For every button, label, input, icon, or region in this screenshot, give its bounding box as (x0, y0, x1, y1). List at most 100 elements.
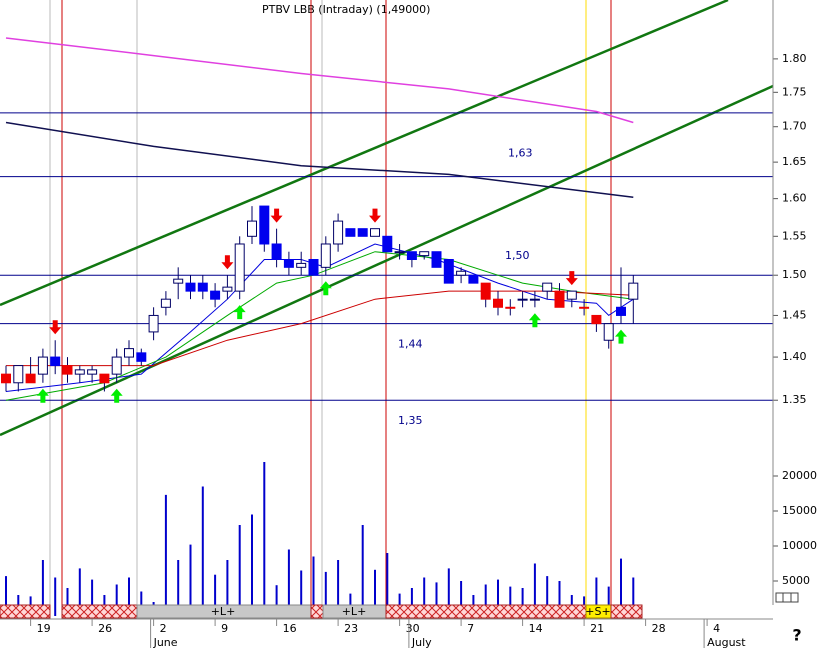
y-tick-label: 1.55 (782, 229, 807, 242)
y-tick-label: 1.50 (782, 268, 807, 281)
candle-body (591, 314, 602, 325)
candle-body (505, 306, 516, 309)
sell-arrow (369, 208, 381, 223)
x-tick-label: 28 (652, 622, 666, 635)
band-label: +L+ (211, 605, 236, 618)
candle-body (271, 243, 282, 260)
candle-body (283, 258, 294, 268)
candle-body (345, 228, 356, 237)
moving-average (5, 37, 634, 124)
help[interactable]: ? (792, 626, 801, 645)
candle-body (357, 228, 368, 237)
signal-band: +L+ +L+ +S+ (0, 604, 643, 619)
x-tick-label: 14 (529, 622, 543, 635)
buy-arrow (36, 388, 49, 403)
candle-body (87, 369, 98, 375)
candle-body (1, 373, 11, 384)
x-tick-label: 2 (160, 622, 167, 635)
month-label: July (411, 636, 432, 648)
candle-body (542, 282, 553, 292)
month-label: August (707, 636, 746, 648)
y-tick-label: 1.65 (782, 155, 807, 168)
x-tick-label: 30 (406, 622, 420, 635)
band-label: +S+ (585, 605, 610, 618)
candle-body (136, 352, 147, 362)
candle-body (628, 282, 639, 300)
x-tick-label: 4 (713, 622, 720, 635)
candle-body (320, 243, 331, 268)
candle-body (111, 356, 122, 375)
band-label: +L+ (342, 605, 367, 618)
candle-body (406, 251, 417, 260)
candle-body (234, 243, 245, 292)
candle-body (124, 348, 134, 358)
x-tick-label: 16 (283, 622, 297, 635)
month-label: June (153, 636, 178, 648)
candle-body (579, 306, 590, 309)
buy-arrow (319, 281, 332, 296)
y-tick-label: 1.80 (782, 52, 807, 65)
level-label: 1,50 (505, 249, 530, 262)
candle-body (247, 220, 257, 237)
candle-body (456, 270, 467, 276)
sell-arrow (270, 208, 283, 223)
candle-body (99, 373, 110, 384)
candle-body (382, 235, 393, 253)
zoom-icon[interactable] (775, 592, 799, 603)
y-tick-label: 1.75 (782, 85, 807, 98)
candle-body (222, 286, 233, 292)
y-tick-label: 1.40 (782, 350, 807, 363)
sell-arrow (565, 271, 578, 286)
moving-average (5, 121, 634, 198)
y-tick-label: 1.60 (782, 192, 807, 205)
candle-body (210, 290, 221, 300)
candle-body (443, 258, 454, 284)
y2-tick-label: 10000 (782, 539, 817, 552)
candle-body (296, 262, 307, 268)
event-lines (49, 0, 612, 605)
x-tick-label: 19 (37, 622, 51, 635)
candle-body (480, 282, 491, 300)
sell-arrow (221, 255, 234, 270)
candle-body (148, 314, 159, 333)
candle-body (554, 290, 565, 308)
chart-title: PTBV LBB (Intraday) (1,49000) (262, 3, 430, 16)
candle-body (50, 356, 61, 367)
candle-body (493, 298, 503, 308)
buy-arrow (233, 305, 246, 320)
candle-body (160, 298, 171, 308)
x-tick-label: 9 (221, 622, 228, 635)
level-label: 1,35 (398, 414, 423, 427)
trend-channel (0, 0, 773, 437)
buy-arrow (615, 329, 627, 344)
candle-body (197, 282, 208, 292)
x-tick-label: 21 (590, 622, 604, 635)
candle-body (37, 356, 48, 375)
candle-body (517, 298, 528, 301)
candle-body (394, 251, 405, 254)
candle-body (185, 282, 196, 292)
candle-body (529, 298, 540, 301)
candle-body (616, 306, 626, 316)
candle-body (370, 228, 380, 237)
candle-body (308, 258, 319, 276)
x-tick-label: 23 (344, 622, 358, 635)
candle-body (13, 365, 24, 384)
candle-body (25, 373, 36, 384)
y-tick-label: 1.35 (782, 393, 807, 406)
x-tick-label: 7 (467, 622, 474, 635)
candle-body (173, 278, 184, 284)
x-tick-label: 26 (98, 622, 112, 635)
plot-layer: 1.35 1.40 1.45 1.50 1.55 1.60 1.65 1.70 1.75 1.80… (0, 37, 817, 616)
y2-tick-label: 15000 (782, 504, 817, 517)
candle-body (259, 205, 270, 245)
candle-body (419, 251, 430, 257)
candle-body (566, 290, 577, 300)
candle-body (603, 323, 614, 341)
candle-body (62, 365, 73, 375)
level-label: 1,63 (508, 147, 533, 160)
candle-body (468, 274, 479, 284)
level-label: 1,44 (398, 338, 423, 351)
y2-tick-label: 5000 (782, 574, 810, 587)
